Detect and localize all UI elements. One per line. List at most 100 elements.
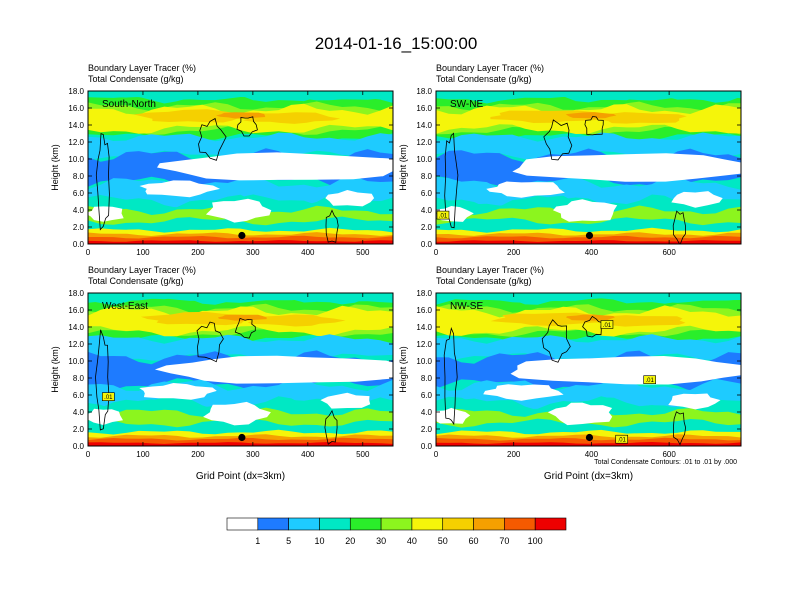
colorbar-label: 100: [528, 536, 543, 546]
tracer-field: [88, 293, 393, 446]
location-marker: [585, 433, 594, 442]
panel-title-line1: Boundary Layer Tracer (%): [436, 63, 544, 73]
y-axis-label: Height (km): [398, 144, 408, 191]
panel-title-line1: Boundary Layer Tracer (%): [88, 265, 196, 275]
x-tick-label: 100: [136, 450, 150, 459]
y-tick-label: 10.0: [416, 155, 432, 164]
y-tick-label: 8.0: [421, 172, 433, 181]
condensate-contours: [444, 115, 687, 244]
y-tick-label: 2.0: [421, 425, 433, 434]
colorbar-label: 10: [314, 536, 324, 546]
contour-label-box: [615, 434, 629, 444]
y-tick-label: 6.0: [73, 189, 85, 198]
contour-label: .01: [603, 323, 612, 329]
contour-label: .01: [104, 395, 113, 401]
colorbar-label: 1: [255, 536, 260, 546]
contour-label-box: [436, 210, 450, 220]
y-tick-label: 12.0: [68, 340, 84, 349]
x-tick-label: 100: [136, 248, 150, 257]
contour-footnote: Total Condensate Contours: .01 to .01 by…: [594, 459, 737, 466]
y-tick-label: 18.0: [68, 289, 84, 298]
x-tick-label: 0: [86, 248, 91, 257]
y-tick-label: 12.0: [68, 138, 84, 147]
y-tick-label: 18.0: [416, 87, 432, 96]
location-marker: [585, 231, 594, 240]
y-axis-label: Height (km): [398, 346, 408, 393]
colorbar-label: 5: [286, 536, 291, 546]
y-tick-label: 0.0: [73, 240, 85, 249]
colorbar: 1 5 10 20 30 40 50 60 70 100: [226, 517, 567, 546]
panel-label: NW-SE: [450, 301, 483, 312]
y-tick-label: 4.0: [421, 206, 433, 215]
y-tick-label: 2.0: [73, 425, 85, 434]
colorbar-swatch: [473, 517, 505, 531]
condensate-contours: [95, 317, 338, 445]
x-tick-label: 400: [585, 248, 599, 257]
y-tick-label: 2.0: [421, 223, 433, 232]
y-tick-label: 16.0: [416, 104, 432, 113]
colorbar-label: 60: [469, 536, 479, 546]
y-tick-label: 8.0: [73, 172, 85, 181]
x-tick-label: 600: [662, 248, 676, 257]
y-tick-label: 18.0: [416, 289, 432, 298]
tracer-field: [88, 91, 393, 244]
y-tick-label: 14.0: [416, 323, 432, 332]
contour-label: .01: [646, 378, 655, 384]
x-tick-label: 400: [301, 248, 315, 257]
y-tick-label: 8.0: [73, 374, 85, 383]
y-tick-label: 16.0: [68, 306, 84, 315]
condensate-contours: [95, 116, 339, 243]
x-tick-label: 400: [585, 450, 599, 459]
colorbar-swatch: [380, 517, 413, 531]
y-tick-label: 18.0: [68, 87, 84, 96]
colorbar-swatch: [349, 517, 382, 531]
colorbar-label: 40: [407, 536, 417, 546]
y-tick-label: 4.0: [73, 408, 85, 417]
y-tick-label: 14.0: [68, 323, 84, 332]
panel-label: West-East: [102, 301, 148, 312]
colorbar-label: 30: [376, 536, 386, 546]
colorbar-swatch: [442, 517, 474, 531]
y-tick-label: 10.0: [416, 357, 432, 366]
figure-title: 2014-01-16_15:00:00: [315, 34, 478, 53]
colorbar-swatch: [504, 517, 536, 531]
plot-frame: [87, 90, 394, 245]
y-tick-label: 12.0: [416, 340, 432, 349]
condensate-contours: [443, 315, 687, 446]
y-tick-label: 6.0: [421, 189, 433, 198]
colorbar-swatch: [319, 517, 351, 531]
x-tick-label: 200: [507, 450, 521, 459]
x-tick-label: 0: [86, 450, 91, 459]
location-marker: [238, 433, 246, 442]
contour-label-box: [102, 392, 115, 402]
y-tick-label: 2.0: [73, 223, 85, 232]
y-tick-label: 8.0: [421, 374, 433, 383]
x-tick-label: 200: [507, 248, 521, 257]
panel-title-line1: Boundary Layer Tracer (%): [436, 265, 544, 275]
panel-3: .01 West-East Boundary Layer Tracer (%)Tot…: [50, 265, 394, 482]
x-tick-label: 0: [434, 248, 439, 257]
panel-title-line2: Total Condensate (g/kg): [88, 276, 184, 286]
y-tick-label: 0.0: [73, 442, 85, 451]
plot-frame: [435, 292, 742, 447]
plot-frame: [435, 90, 742, 245]
y-tick-label: 10.0: [68, 357, 84, 366]
x-tick-label: 0: [434, 450, 439, 459]
panel-title-line2: Total Condensate (g/kg): [88, 74, 184, 84]
panel-1: South-North Boundary Layer Tracer (%)Tota…: [50, 63, 394, 257]
x-tick-label: 600: [662, 450, 676, 459]
y-tick-label: 6.0: [421, 391, 433, 400]
colorbar-swatch: [226, 517, 259, 531]
x-tick-label: 300: [246, 450, 260, 459]
y-tick-label: 4.0: [73, 206, 85, 215]
y-tick-label: 14.0: [68, 121, 84, 130]
y-tick-label: 16.0: [416, 306, 432, 315]
panel-title-line2: Total Condensate (g/kg): [436, 74, 532, 84]
x-tick-label: 400: [301, 450, 315, 459]
colorbar-label: 50: [438, 536, 448, 546]
x-axis-label: Grid Point (dx=3km): [196, 471, 285, 482]
contour-label-box: [643, 375, 656, 385]
tracer-field: [436, 91, 741, 244]
x-tick-label: 300: [246, 248, 260, 257]
